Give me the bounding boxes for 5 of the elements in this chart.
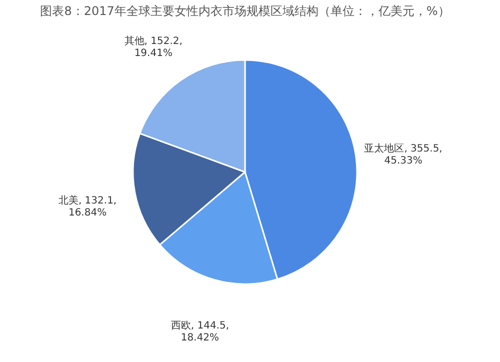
slice-label: 其他, 152.2, 19.41% (124, 34, 182, 59)
slice-label: 北美, 132.1, 16.84% (58, 194, 117, 218)
slice-label: 亚太地区, 355.5, 45.33% (364, 142, 442, 167)
slice-label: 西欧, 144.5, 18.42% (170, 320, 230, 344)
chart-title: 图表8：2017年全球主要女性内衣市场规模区域结构（单位：，亿美元，%） (40, 4, 450, 18)
